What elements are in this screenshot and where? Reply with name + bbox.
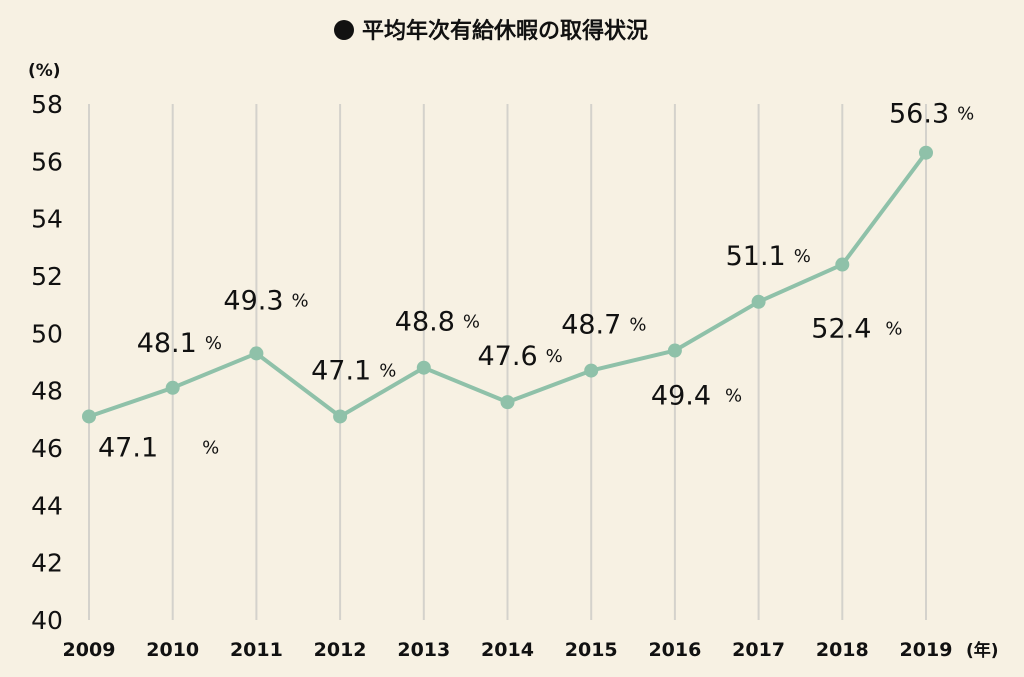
data-label: 47.6% [478,341,563,372]
x-axis-unit: (年) [966,640,999,661]
y-tick-label: 50 [31,319,63,348]
data-label: 49.3% [223,285,308,316]
data-point [333,409,348,424]
y-tick-label: 40 [31,606,63,635]
y-axis-ticks: 40 42 44 46 48 50 52 54 56 58 [31,90,63,635]
data-labels: 47.1 % 48.1 %49.3 % 47.1 % 48.8 %47.6 %48.7 % 49.4%… [98,99,974,464]
data-point [835,257,850,272]
x-tick-label: 2014 [481,639,534,661]
y-axis-unit: (%) [28,61,61,81]
x-tick-label: 2012 [314,639,367,661]
data-point [584,363,599,378]
x-tick-label: 2009 [63,639,116,661]
data-point [919,145,933,160]
data-point [165,380,180,395]
chart-title: 平均年次有給休暇の取得状況 [334,18,648,44]
data-label: 51.1% [726,241,811,272]
data-label: 48.7% [561,310,646,341]
x-tick-label: 2013 [397,639,450,661]
y-tick-label: 48 [31,377,63,406]
data-label: 56.3% [889,99,974,130]
x-tick-label: 2017 [732,639,785,661]
chart-title-text: 平均年次有給休暇の取得状況 [362,18,648,44]
y-tick-label: 46 [31,434,63,463]
data-point [667,343,682,358]
x-tick-label: 2011 [230,639,283,661]
y-tick-label: 52 [31,262,63,291]
x-tick-label: 2010 [146,639,199,661]
data-label: 47.1% [98,432,219,463]
data-label: 49.4% [651,381,742,412]
y-tick-label: 56 [31,147,63,176]
data-point [249,346,264,361]
y-tick-label: 42 [31,549,63,578]
x-tick-label: 2019 [900,639,953,661]
data-point [82,409,96,424]
series-markers [82,145,933,424]
y-tick-label: 58 [31,90,63,119]
data-point [751,294,766,309]
data-label: 48.1% [137,328,222,359]
x-tick-label: 2016 [648,639,701,661]
x-tick-label: 2018 [816,639,869,661]
data-point [416,360,431,375]
data-label: 52.4% [811,314,902,345]
y-tick-label: 44 [31,491,63,520]
data-label: 47.1% [311,355,396,386]
y-tick-label: 54 [31,205,63,234]
x-tick-label: 2015 [565,639,618,661]
data-label: 48.8% [395,307,480,338]
x-axis-ticks: 2009 2010 2011 2012 2013 2014 2015 2016 2017 2018… [63,639,953,661]
data-point [500,395,515,410]
title-bullet-icon [334,20,354,40]
